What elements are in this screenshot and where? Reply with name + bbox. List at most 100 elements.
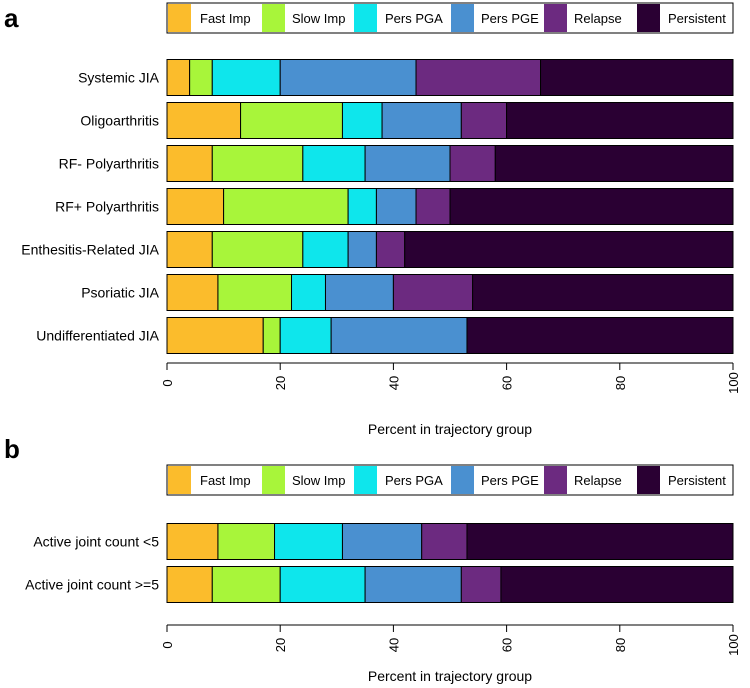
x-tick-label-a-0: 0	[160, 379, 175, 386]
bar-enthesitis-related-jia-pers-pga	[302, 231, 349, 268]
legend-swatch-pers-pga-b	[354, 466, 377, 494]
bar-oligoarthritis-pers-pga	[341, 102, 383, 139]
x-axis-b: 0 20 40 60 80 100	[160, 624, 741, 656]
category-label-oligoarthritis: Oligoarthritis	[80, 113, 159, 129]
bar-rf-polyarthritis-relapse	[415, 188, 451, 225]
bar-row-systemic-jia	[166, 59, 734, 96]
bar-active-joint-count-5-relapse	[460, 566, 502, 603]
bar-rf-polyarthritis-pers-pge	[364, 145, 451, 182]
bar-rf-polyarthritis-pers-pga	[302, 145, 366, 182]
bar-rf-polyarthritis-relapse	[449, 145, 496, 182]
bar-rf-polyarthritis-persistent	[494, 145, 734, 182]
bar-active-joint-count-5-fast-imp	[166, 566, 213, 603]
bar-enthesitis-related-jia-persistent	[404, 231, 734, 268]
x-tick-label-a-40: 40	[386, 376, 401, 390]
bar-enthesitis-related-jia-fast-imp	[166, 231, 213, 268]
bar-row-oligoarthritis	[166, 102, 734, 139]
bar-systemic-jia-slow-imp	[189, 59, 213, 96]
bar-oligoarthritis-slow-imp	[240, 102, 343, 139]
bar-psoriatic-jia-persistent	[472, 274, 734, 311]
category-label-rf-polyarthritis: RF+ Polyarthritis	[55, 199, 159, 215]
panel-letter-b: b	[4, 434, 20, 464]
legend-a: Fast Imp Slow Imp Pers PGA Pers PGE Relapse P…	[166, 2, 734, 34]
bar-rf-polyarthritis-fast-imp	[166, 145, 213, 182]
legend-swatch-persistent-a	[637, 4, 660, 32]
bar-systemic-jia-persistent	[540, 59, 734, 96]
bar-row-rf-polyarthritis	[166, 145, 734, 182]
bar-undifferentiated-jia-pers-pga	[279, 317, 332, 354]
bar-active-joint-count-5-pers-pga	[274, 523, 343, 560]
legend-swatch-relapse-a	[544, 4, 567, 32]
bar-row-rf-polyarthritis	[166, 188, 734, 225]
bar-undifferentiated-jia-persistent	[466, 317, 734, 354]
bar-active-joint-count-5-slow-imp	[217, 523, 276, 560]
x-tick-label-a-20: 20	[273, 376, 288, 390]
bar-systemic-jia-relapse	[415, 59, 542, 96]
panel-a-chart: Fast Imp Slow Imp Pers PGA Pers PGE Relapse P…	[21, 2, 741, 437]
bar-row-active-joint-count-5	[166, 523, 734, 560]
bar-rf-polyarthritis-persistent	[449, 188, 734, 225]
legend-label-slow-imp-b: Slow Imp	[292, 473, 345, 488]
bar-psoriatic-jia-fast-imp	[166, 274, 219, 311]
bar-oligoarthritis-pers-pge	[381, 102, 462, 139]
category-label-active-joint-count-5: Active joint count <5	[33, 534, 159, 550]
x-tick-label-b-60: 60	[500, 638, 515, 652]
x-axis-title-b: Percent in trajectory group	[368, 668, 532, 684]
category-label-undifferentiated-jia: Undifferentiated JIA	[36, 328, 159, 344]
bar-row-active-joint-count-5	[166, 566, 734, 603]
legend-label-pers-pga-b: Pers PGA	[385, 473, 443, 488]
legend-swatch-persistent-b	[637, 466, 660, 494]
legend-b: Fast Imp Slow Imp Pers PGA Pers PGE Relapse P…	[166, 464, 734, 496]
bar-systemic-jia-pers-pge	[279, 59, 417, 96]
bar-undifferentiated-jia-pers-pge	[330, 317, 468, 354]
category-label-enthesitis-related-jia: Enthesitis-Related JIA	[21, 242, 159, 258]
x-axis-a: 0 20 40 60 80 100	[160, 362, 741, 394]
bar-active-joint-count-5-pers-pge	[341, 523, 423, 560]
legend-swatch-relapse-b	[544, 466, 567, 494]
category-label-active-joint-count-5: Active joint count >=5	[25, 577, 159, 593]
bar-rf-polyarthritis-pers-pga	[347, 188, 377, 225]
legend-label-relapse-a: Relapse	[574, 11, 622, 26]
legend-swatch-fast-imp-a	[168, 4, 191, 32]
bar-rf-polyarthritis-fast-imp	[166, 188, 225, 225]
bar-undifferentiated-jia-slow-imp	[262, 317, 281, 354]
panel-b-chart: Fast Imp Slow Imp Pers PGA Pers PGE Relapse P…	[25, 464, 741, 684]
category-label-systemic-jia: Systemic JIA	[78, 70, 160, 86]
legend-label-persistent-a: Persistent	[668, 11, 726, 26]
bar-active-joint-count-5-persistent	[466, 523, 734, 560]
x-tick-label-b-100: 100	[726, 634, 741, 656]
bar-oligoarthritis-fast-imp	[166, 102, 242, 139]
x-tick-label-b-0: 0	[160, 641, 175, 648]
bar-undifferentiated-jia-fast-imp	[166, 317, 264, 354]
bar-active-joint-count-5-pers-pga	[279, 566, 366, 603]
x-tick-label-b-80: 80	[613, 638, 628, 652]
bar-oligoarthritis-persistent	[506, 102, 734, 139]
bar-rf-polyarthritis-pers-pge	[375, 188, 417, 225]
x-tick-label-b-40: 40	[386, 638, 401, 652]
bar-active-joint-count-5-slow-imp	[211, 566, 281, 603]
legend-swatch-slow-imp-a	[262, 4, 285, 32]
legend-label-slow-imp-a: Slow Imp	[292, 11, 345, 26]
legend-label-pers-pga-a: Pers PGA	[385, 11, 443, 26]
bar-oligoarthritis-relapse	[460, 102, 508, 139]
bar-psoriatic-jia-pers-pge	[324, 274, 394, 311]
legend-label-fast-imp-b: Fast Imp	[200, 473, 251, 488]
bar-enthesitis-related-jia-pers-pge	[347, 231, 377, 268]
x-axis-title-a: Percent in trajectory group	[368, 421, 532, 437]
legend-label-pers-pge-b: Pers PGE	[481, 473, 539, 488]
category-label-rf-polyarthritis: RF- Polyarthritis	[59, 156, 159, 172]
bar-enthesitis-related-jia-slow-imp	[211, 231, 304, 268]
legend-swatch-pers-pge-a	[451, 4, 474, 32]
bar-rf-polyarthritis-slow-imp	[211, 145, 304, 182]
bar-rf-polyarthritis-slow-imp	[223, 188, 349, 225]
legend-swatch-pers-pga-a	[354, 4, 377, 32]
legend-label-pers-pge-a: Pers PGE	[481, 11, 539, 26]
bar-psoriatic-jia-relapse	[392, 274, 474, 311]
bar-row-enthesitis-related-jia	[166, 231, 734, 268]
bar-active-joint-count-5-persistent	[500, 566, 734, 603]
legend-label-fast-imp-a: Fast Imp	[200, 11, 251, 26]
x-tick-label-a-80: 80	[613, 376, 628, 390]
bar-active-joint-count-5-pers-pge	[364, 566, 462, 603]
legend-label-persistent-b: Persistent	[668, 473, 726, 488]
